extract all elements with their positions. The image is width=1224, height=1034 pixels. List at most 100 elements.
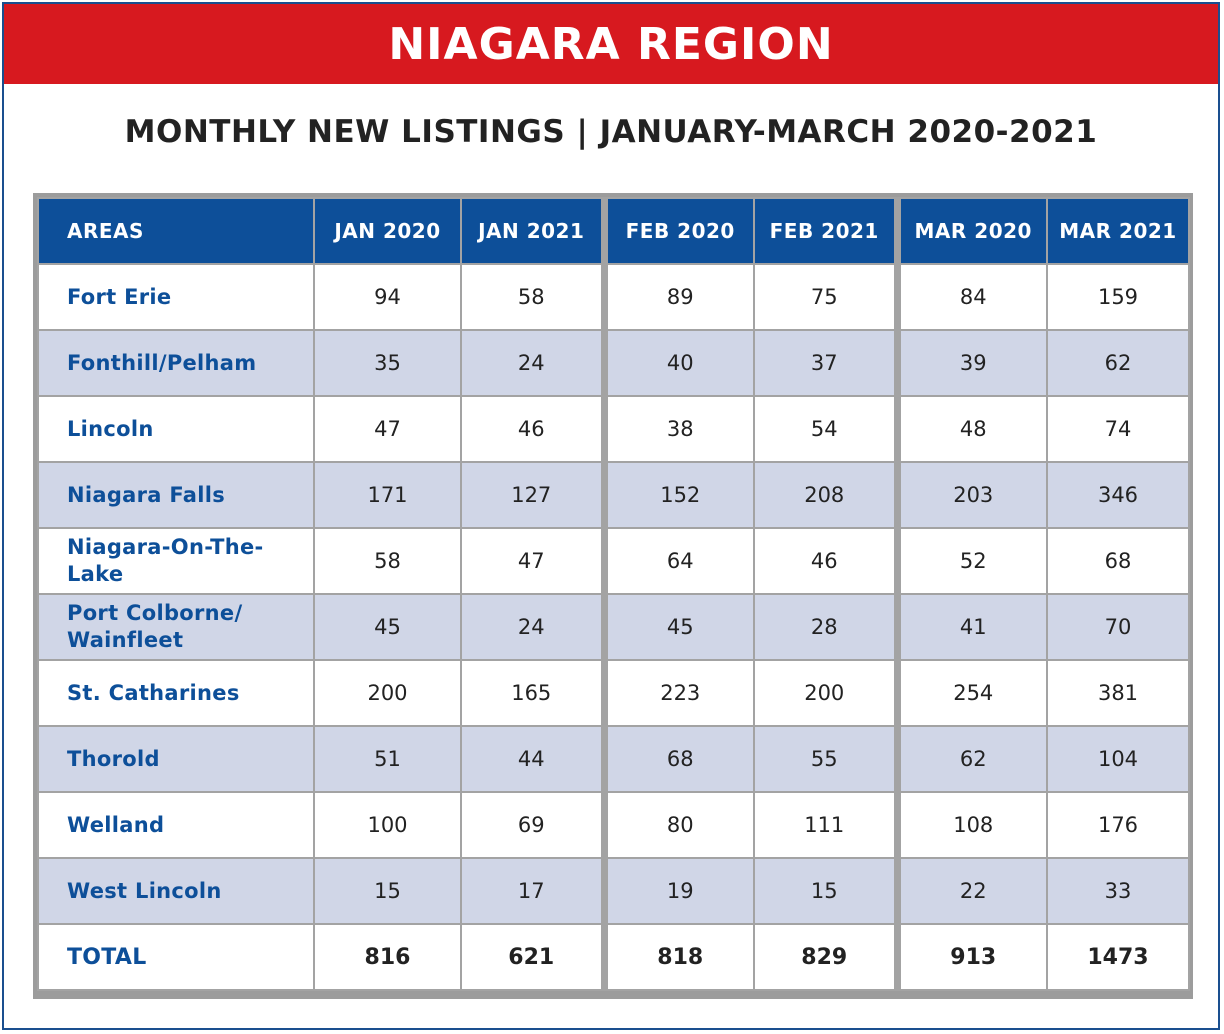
table-row: Port Colborne/ Wainfleet 45 24 45 28 41 70 bbox=[37, 593, 1190, 661]
value-cell: 165 bbox=[460, 659, 605, 727]
value-cell: 159 bbox=[1046, 263, 1190, 331]
value-cell: 15 bbox=[753, 857, 898, 925]
table-row: Thorold 51 44 68 55 62 104 bbox=[37, 725, 1190, 793]
value-cell: 80 bbox=[600, 791, 755, 859]
value-cell: 818 bbox=[600, 923, 755, 991]
value-cell: 15 bbox=[313, 857, 462, 925]
value-cell: 46 bbox=[460, 395, 605, 463]
value-cell: 100 bbox=[313, 791, 462, 859]
value-cell: 94 bbox=[313, 263, 462, 331]
table-row: Fort Erie 94 58 89 75 84 159 bbox=[37, 263, 1190, 331]
total-row: TOTAL 816 621 818 829 913 1473 bbox=[37, 923, 1190, 991]
value-cell: 152 bbox=[600, 461, 755, 529]
table-row: Niagara Falls 171 127 152 208 203 346 bbox=[37, 461, 1190, 529]
value-cell: 19 bbox=[600, 857, 755, 925]
value-cell: 829 bbox=[753, 923, 898, 991]
value-cell: 37 bbox=[753, 329, 898, 397]
value-cell: 47 bbox=[313, 395, 462, 463]
value-cell: 39 bbox=[893, 329, 1048, 397]
value-cell: 254 bbox=[893, 659, 1048, 727]
value-cell: 346 bbox=[1046, 461, 1190, 529]
value-cell: 111 bbox=[753, 791, 898, 859]
value-cell: 62 bbox=[893, 725, 1048, 793]
column-header-mar-2021: MAR 2021 bbox=[1046, 197, 1190, 265]
value-cell: 621 bbox=[460, 923, 605, 991]
column-header-feb-2021: FEB 2021 bbox=[753, 197, 898, 265]
value-cell: 17 bbox=[460, 857, 605, 925]
value-cell: 68 bbox=[600, 725, 755, 793]
column-header-feb-2020: FEB 2020 bbox=[600, 197, 755, 265]
value-cell: 58 bbox=[313, 527, 462, 595]
value-cell: 52 bbox=[893, 527, 1048, 595]
value-cell: 74 bbox=[1046, 395, 1190, 463]
value-cell: 70 bbox=[1046, 593, 1190, 661]
value-cell: 47 bbox=[460, 527, 605, 595]
column-header-jan-2020: JAN 2020 bbox=[313, 197, 462, 265]
value-cell: 38 bbox=[600, 395, 755, 463]
area-name-cell: Niagara Falls bbox=[37, 461, 315, 529]
value-cell: 62 bbox=[1046, 329, 1190, 397]
area-name-cell: West Lincoln bbox=[37, 857, 315, 925]
area-name-cell: TOTAL bbox=[37, 923, 315, 991]
table-row: West Lincoln 15 17 19 15 22 33 bbox=[37, 857, 1190, 925]
area-name-cell: Welland bbox=[37, 791, 315, 859]
value-cell: 41 bbox=[893, 593, 1048, 661]
value-cell: 89 bbox=[600, 263, 755, 331]
area-name-cell: Lincoln bbox=[37, 395, 315, 463]
area-name-cell: Niagara-On-The-Lake bbox=[37, 527, 315, 595]
value-cell: 84 bbox=[893, 263, 1048, 331]
value-cell: 75 bbox=[753, 263, 898, 331]
value-cell: 51 bbox=[313, 725, 462, 793]
table-row: St. Catharines 200 165 223 200 254 381 bbox=[37, 659, 1190, 727]
value-cell: 45 bbox=[600, 593, 755, 661]
table-header-row: AREAS JAN 2020 JAN 2021 FEB 2020 FEB 202… bbox=[37, 197, 1190, 265]
table-row: Lincoln 47 46 38 54 48 74 bbox=[37, 395, 1190, 463]
value-cell: 22 bbox=[893, 857, 1048, 925]
value-cell: 104 bbox=[1046, 725, 1190, 793]
column-header-jan-2021: JAN 2021 bbox=[460, 197, 605, 265]
column-header-mar-2020: MAR 2020 bbox=[893, 197, 1048, 265]
area-name-cell: Fonthill/Pelham bbox=[37, 329, 315, 397]
value-cell: 24 bbox=[460, 329, 605, 397]
table-row: Welland 100 69 80 111 108 176 bbox=[37, 791, 1190, 859]
value-cell: 35 bbox=[313, 329, 462, 397]
listings-table: AREAS JAN 2020 JAN 2021 FEB 2020 FEB 202… bbox=[37, 197, 1190, 991]
value-cell: 54 bbox=[753, 395, 898, 463]
value-cell: 45 bbox=[313, 593, 462, 661]
value-cell: 68 bbox=[1046, 527, 1190, 595]
value-cell: 44 bbox=[460, 725, 605, 793]
table-row: Niagara-On-The-Lake 58 47 64 46 52 68 bbox=[37, 527, 1190, 595]
title-banner: NIAGARA REGION bbox=[4, 4, 1218, 84]
value-cell: 1473 bbox=[1046, 923, 1190, 991]
value-cell: 46 bbox=[753, 527, 898, 595]
area-name-cell: Fort Erie bbox=[37, 263, 315, 331]
value-cell: 208 bbox=[753, 461, 898, 529]
value-cell: 69 bbox=[460, 791, 605, 859]
area-name-cell: St. Catharines bbox=[37, 659, 315, 727]
value-cell: 203 bbox=[893, 461, 1048, 529]
listings-table-container: AREAS JAN 2020 JAN 2021 FEB 2020 FEB 202… bbox=[33, 193, 1193, 999]
value-cell: 24 bbox=[460, 593, 605, 661]
value-cell: 64 bbox=[600, 527, 755, 595]
value-cell: 381 bbox=[1046, 659, 1190, 727]
value-cell: 28 bbox=[753, 593, 898, 661]
area-name-cell: Port Colborne/ Wainfleet bbox=[37, 593, 315, 661]
value-cell: 171 bbox=[313, 461, 462, 529]
value-cell: 40 bbox=[600, 329, 755, 397]
value-cell: 55 bbox=[753, 725, 898, 793]
value-cell: 816 bbox=[313, 923, 462, 991]
page-subtitle: MONTHLY NEW LISTINGS | JANUARY-MARCH 202… bbox=[124, 114, 1098, 150]
value-cell: 176 bbox=[1046, 791, 1190, 859]
value-cell: 223 bbox=[600, 659, 755, 727]
value-cell: 127 bbox=[460, 461, 605, 529]
value-cell: 200 bbox=[753, 659, 898, 727]
area-name-cell: Thorold bbox=[37, 725, 315, 793]
value-cell: 913 bbox=[893, 923, 1048, 991]
column-header-areas: AREAS bbox=[37, 197, 315, 265]
banner-title: NIAGARA REGION bbox=[388, 18, 834, 70]
table-row: Fonthill/Pelham 35 24 40 37 39 62 bbox=[37, 329, 1190, 397]
value-cell: 58 bbox=[460, 263, 605, 331]
value-cell: 33 bbox=[1046, 857, 1190, 925]
value-cell: 108 bbox=[893, 791, 1048, 859]
value-cell: 48 bbox=[893, 395, 1048, 463]
